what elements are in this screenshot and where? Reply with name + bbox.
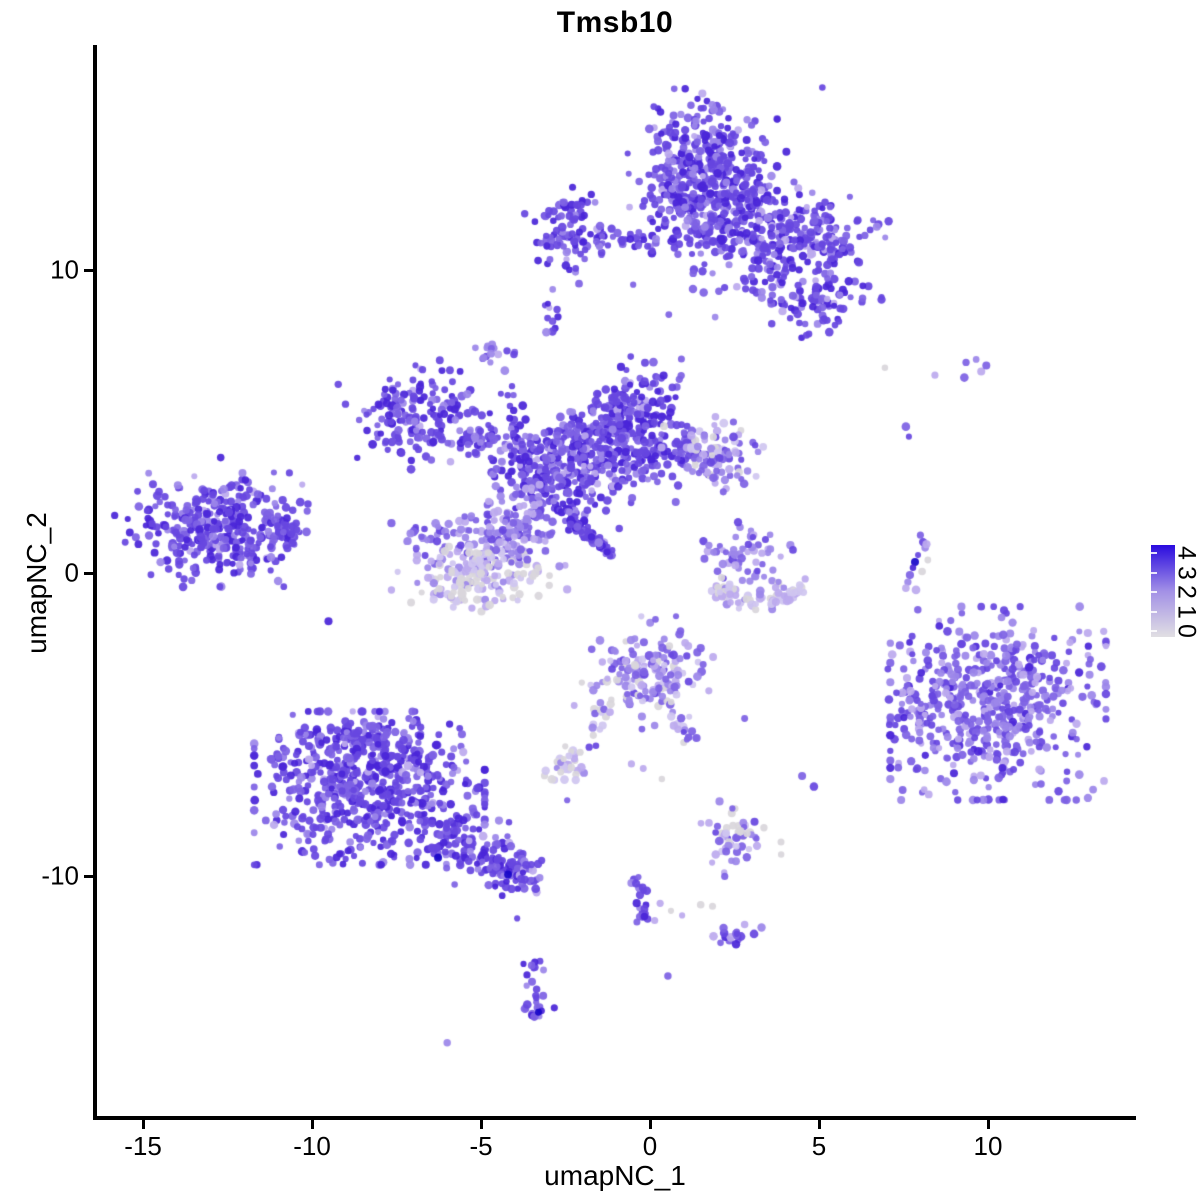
x-tick-label: 5 xyxy=(811,1131,827,1161)
y-tick-mark xyxy=(84,874,93,878)
x-tick-label: 10 xyxy=(973,1131,1003,1161)
y-tick-label: 10 xyxy=(50,254,79,285)
x-tick-label: 0 xyxy=(642,1131,658,1161)
x-tick-label: -10 xyxy=(293,1131,331,1161)
x-tick-mark xyxy=(817,1120,821,1129)
x-tick-mark xyxy=(648,1120,652,1129)
plot-title: Tmsb10 xyxy=(556,6,674,39)
x-tick-mark xyxy=(479,1120,483,1129)
y-tick-label: -10 xyxy=(41,860,79,891)
y-axis-line xyxy=(93,45,97,1120)
y-tick-label: 0 xyxy=(64,557,79,588)
y-tick-mark xyxy=(84,571,93,575)
x-tick-mark xyxy=(141,1120,145,1129)
x-tick-mark xyxy=(310,1120,314,1129)
x-axis-title: umapNC_1 xyxy=(544,1160,686,1191)
y-axis-title: umapNC_2 xyxy=(21,512,52,654)
x-tick-label: -15 xyxy=(124,1131,162,1161)
x-axis-line xyxy=(93,1116,1136,1120)
x-tick-mark xyxy=(986,1120,990,1129)
x-tick-label: -5 xyxy=(469,1131,493,1161)
y-tick-mark xyxy=(84,268,93,272)
